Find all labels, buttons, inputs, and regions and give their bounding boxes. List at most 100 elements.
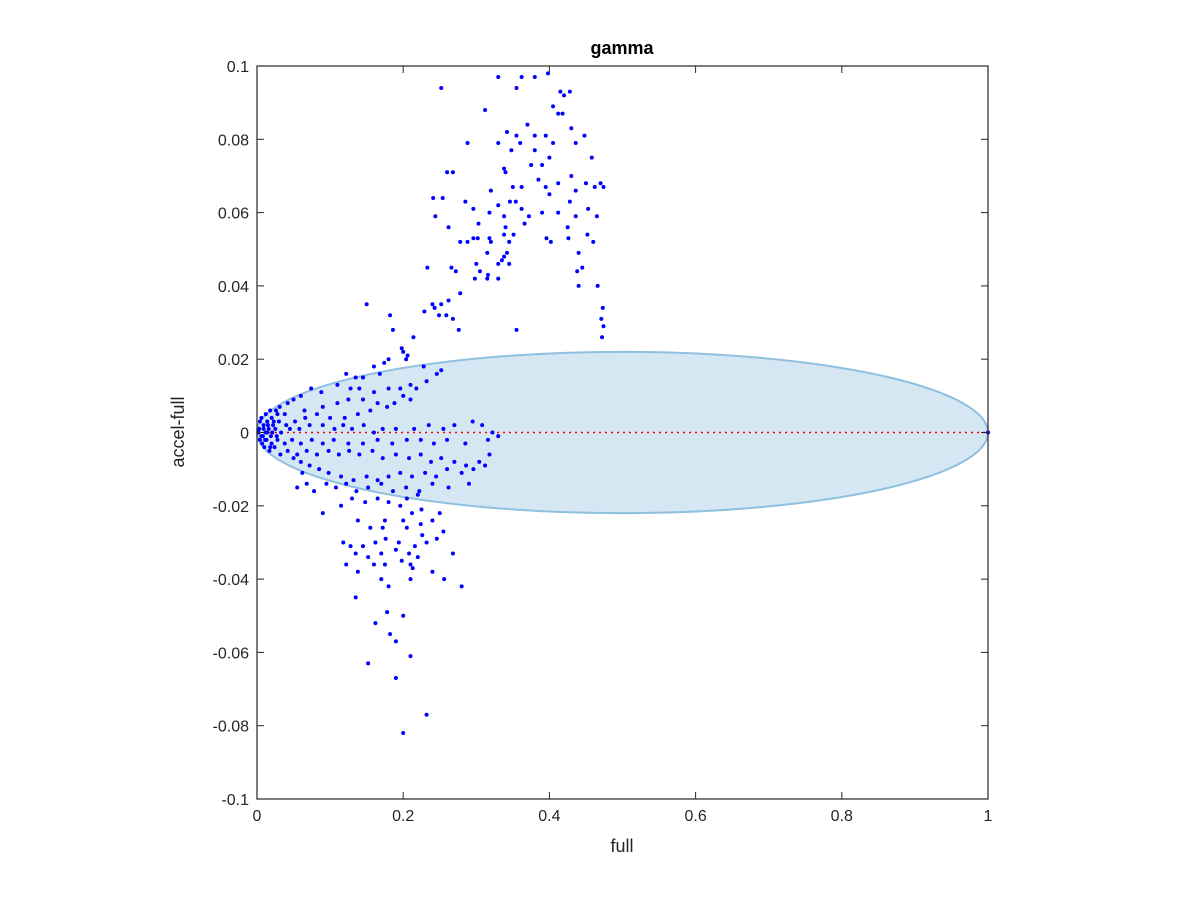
data-point (371, 390, 376, 395)
data-point (445, 437, 450, 442)
data-point (514, 85, 519, 90)
data-point (263, 437, 268, 442)
data-point (475, 236, 480, 241)
data-point (353, 551, 358, 556)
chart-title: gamma (590, 38, 654, 58)
data-point (496, 74, 501, 79)
data-point (333, 485, 338, 490)
data-point (287, 426, 292, 431)
data-point (424, 540, 429, 545)
data-point (295, 452, 300, 457)
data-point (430, 569, 435, 574)
data-point (446, 298, 451, 303)
data-point (567, 89, 572, 94)
data-point (465, 140, 470, 145)
data-point (580, 265, 585, 270)
data-point (360, 397, 365, 402)
data-point (360, 441, 365, 446)
ticks-layer: 0 0.2 0.4 0.6 0.8 1 0.1 0.08 0.06 0.04 0.02 0 -0.02 -… (213, 59, 993, 825)
data-point (360, 375, 365, 380)
data-point (290, 437, 295, 442)
data-point (496, 203, 501, 208)
data-point (275, 412, 280, 417)
data-point (268, 445, 273, 450)
data-point (298, 441, 303, 446)
data-point (430, 481, 435, 486)
data-point (505, 250, 510, 255)
y-axis-label: accel-full (168, 396, 188, 467)
data-point (385, 610, 390, 615)
data-point (261, 426, 266, 431)
data-point (496, 140, 501, 145)
data-point (377, 371, 382, 376)
y-tick-label: 0.08 (218, 132, 249, 149)
data-point (386, 584, 391, 589)
data-point (440, 195, 445, 200)
data-point (499, 258, 504, 263)
data-point (364, 474, 369, 479)
data-point (408, 562, 413, 567)
data-point (544, 236, 549, 241)
data-point (275, 437, 280, 442)
data-point (437, 511, 442, 516)
data-point (466, 481, 471, 486)
data-point (357, 452, 362, 457)
data-point (368, 408, 373, 413)
data-point (518, 140, 523, 145)
data-point (261, 423, 266, 428)
data-point (257, 426, 262, 431)
data-point (262, 445, 267, 450)
data-point (556, 181, 561, 186)
data-point (510, 184, 515, 189)
data-point (371, 562, 376, 567)
data-point (404, 525, 409, 530)
data-point (300, 470, 305, 475)
data-point (320, 511, 325, 516)
data-point (445, 170, 450, 175)
data-point (361, 423, 366, 428)
data-point (439, 456, 444, 461)
data-point (373, 540, 378, 545)
data-point (565, 225, 570, 230)
data-point (412, 544, 417, 549)
data-point (566, 236, 571, 241)
data-point (341, 423, 346, 428)
data-point (532, 74, 537, 79)
data-point (463, 441, 468, 446)
data-point (458, 291, 463, 296)
data-point (514, 327, 519, 332)
data-point (332, 426, 337, 431)
data-point (379, 551, 384, 556)
data-point (336, 452, 341, 457)
data-point (380, 426, 385, 431)
data-point (404, 496, 409, 501)
data-point (266, 426, 271, 431)
data-point (426, 423, 431, 428)
data-point (317, 467, 322, 472)
data-point (598, 181, 603, 186)
data-point (341, 540, 346, 545)
data-point (319, 390, 324, 395)
data-point (418, 437, 423, 442)
data-point (392, 401, 397, 406)
data-point (408, 577, 413, 582)
data-point (309, 386, 314, 391)
y-tick-label: 0 (240, 426, 249, 443)
data-point (573, 188, 578, 193)
data-point (282, 441, 287, 446)
data-point (452, 459, 457, 464)
y-tick-label: -0.08 (213, 719, 250, 736)
data-point (350, 426, 355, 431)
data-point (335, 382, 340, 387)
data-point (339, 474, 344, 479)
data-point (434, 371, 439, 376)
data-point (393, 676, 398, 681)
data-point (450, 170, 455, 175)
data-point (360, 544, 365, 549)
data-point (472, 276, 477, 281)
data-point (485, 250, 490, 255)
data-point (353, 375, 358, 380)
data-point (576, 250, 581, 255)
data-point (278, 452, 283, 457)
